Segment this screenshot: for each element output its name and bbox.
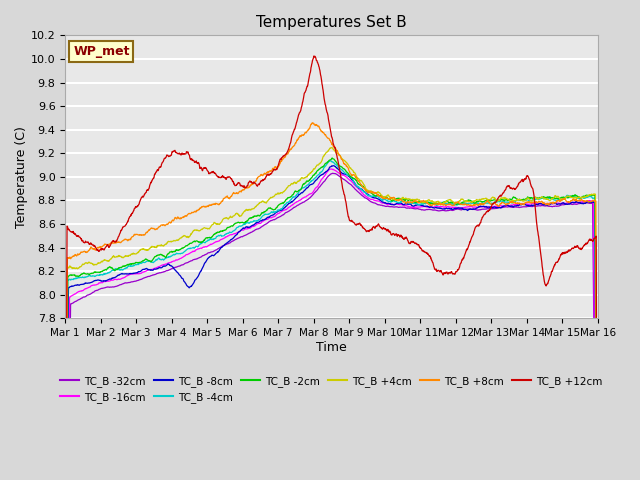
TC_B -4cm [102,271,110,276]
TC_B +12cm [365,228,372,233]
TC_B -2cm [308,175,316,180]
TC_B +12cm [124,218,132,224]
TC_B -8cm [298,190,306,195]
Y-axis label: Temperature (C): Temperature (C) [15,126,28,228]
Line: TC_B +4cm: TC_B +4cm [65,147,598,480]
TC_B +4cm [328,144,336,150]
TC_B +8cm [309,120,317,126]
TC_B -2cm [287,194,295,200]
TC_B -4cm [308,178,316,184]
TC_B +4cm [102,258,110,264]
TC_B -4cm [287,197,295,203]
TC_B +12cm [298,102,306,108]
TC_B -2cm [365,189,372,194]
TC_B -16cm [124,273,132,278]
TC_B +12cm [102,244,110,250]
TC_B -4cm [326,158,334,164]
TC_B +4cm [287,181,295,187]
TC_B +8cm [298,132,306,138]
TC_B -16cm [102,278,110,284]
TC_B -32cm [102,284,110,290]
TC_B -32cm [365,197,372,203]
TC_B -8cm [308,181,316,187]
Legend: TC_B -32cm, TC_B -16cm, TC_B -8cm, TC_B -4cm, TC_B -2cm, TC_B +4cm, TC_B +8cm, T: TC_B -32cm, TC_B -16cm, TC_B -8cm, TC_B … [56,372,607,407]
TC_B -4cm [124,263,132,269]
TC_B +8cm [102,242,110,248]
TC_B +4cm [298,175,306,180]
TC_B -4cm [298,185,306,191]
TC_B -2cm [124,261,132,267]
TC_B -16cm [298,196,306,202]
TC_B -8cm [102,278,110,284]
TC_B +8cm [287,146,295,152]
TC_B +8cm [124,238,132,243]
Line: TC_B -4cm: TC_B -4cm [65,161,598,480]
Text: WP_met: WP_met [73,45,130,58]
Line: TC_B -32cm: TC_B -32cm [65,173,598,480]
TC_B -8cm [330,163,337,168]
TC_B +4cm [124,253,132,259]
TC_B -2cm [102,267,110,273]
Line: TC_B -16cm: TC_B -16cm [65,169,598,480]
Line: TC_B +8cm: TC_B +8cm [65,123,598,480]
TC_B +8cm [308,121,316,127]
TC_B -8cm [287,199,295,205]
TC_B -32cm [298,200,306,206]
TC_B -8cm [365,192,372,198]
X-axis label: Time: Time [316,341,347,354]
TC_B -16cm [328,166,335,172]
TC_B +8cm [365,190,372,196]
TC_B +4cm [365,188,372,193]
TC_B -2cm [298,184,306,190]
TC_B -32cm [287,207,295,213]
TC_B -16cm [287,203,295,209]
TC_B -16cm [365,195,372,201]
TC_B -4cm [365,193,372,199]
TC_B -8cm [124,271,132,277]
TC_B -32cm [308,193,316,199]
Line: TC_B +12cm: TC_B +12cm [65,56,598,480]
TC_B -16cm [308,191,316,196]
Line: TC_B -8cm: TC_B -8cm [65,166,598,480]
TC_B +4cm [308,168,316,174]
TC_B -32cm [329,170,337,176]
TC_B -2cm [328,155,336,161]
Title: Temperatures Set B: Temperatures Set B [256,15,407,30]
Line: TC_B -2cm: TC_B -2cm [65,158,598,480]
TC_B -32cm [124,280,132,286]
TC_B +12cm [308,61,316,67]
TC_B +12cm [310,53,317,59]
TC_B +12cm [287,137,295,143]
